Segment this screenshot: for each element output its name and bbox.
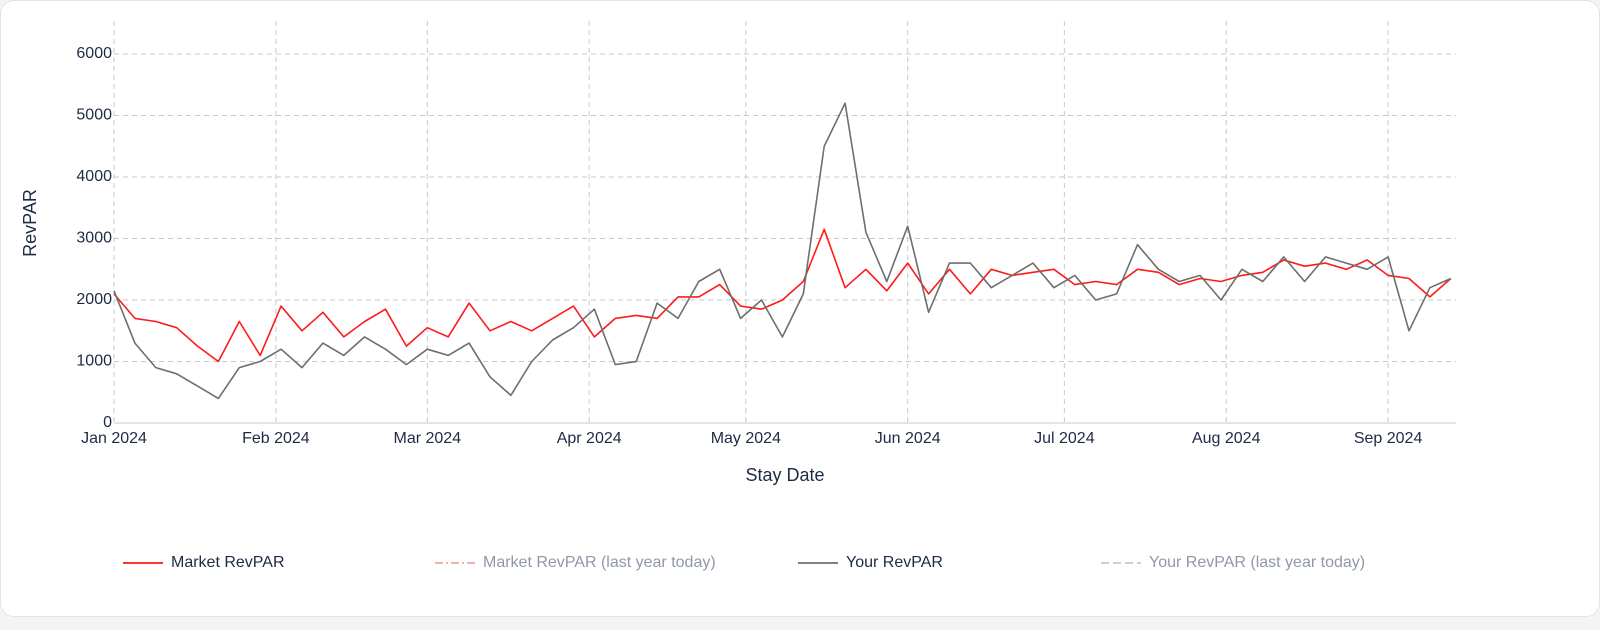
x-tick-label: May 2024 [711,430,781,447]
x-axis-title: Stay Date [745,465,824,485]
y-tick-label: 1000 [76,353,112,370]
y-tick-label: 3000 [76,230,112,247]
x-tick-label: Mar 2024 [394,430,462,447]
y-axis-title: RevPAR [20,189,40,257]
y-tick-label: 2000 [76,291,112,308]
x-tick-label: Jul 2024 [1034,430,1095,447]
legend-label[interactable]: Your RevPAR [846,554,943,571]
y-tick-label: 6000 [76,45,112,62]
x-tick-label: Jan 2024 [81,430,147,447]
chart: RevPAR Stay Date 0 1000 2000 3000 4000 5000 60… [20,21,1456,571]
x-tick-label: Jun 2024 [875,430,941,447]
x-tick-label: Apr 2024 [557,430,622,447]
series-line [113,102,1452,400]
x-tick-label: Feb 2024 [242,430,310,447]
x-tick-label: Sep 2024 [1354,430,1423,447]
y-tick-label: 0 [103,414,112,431]
x-tick-label: Aug 2024 [1192,430,1261,447]
legend-label[interactable]: Market RevPAR (last year today) [483,554,716,571]
series-line [113,228,1452,363]
y-tick-label: 4000 [76,168,112,185]
legend-label[interactable]: Market RevPAR [171,554,285,571]
y-tick-label: 5000 [76,107,112,124]
chart-card: RevPAR Stay Date 0 1000 2000 3000 4000 5000 60… [0,0,1600,617]
legend-label[interactable]: Your RevPAR (last year today) [1149,554,1365,571]
